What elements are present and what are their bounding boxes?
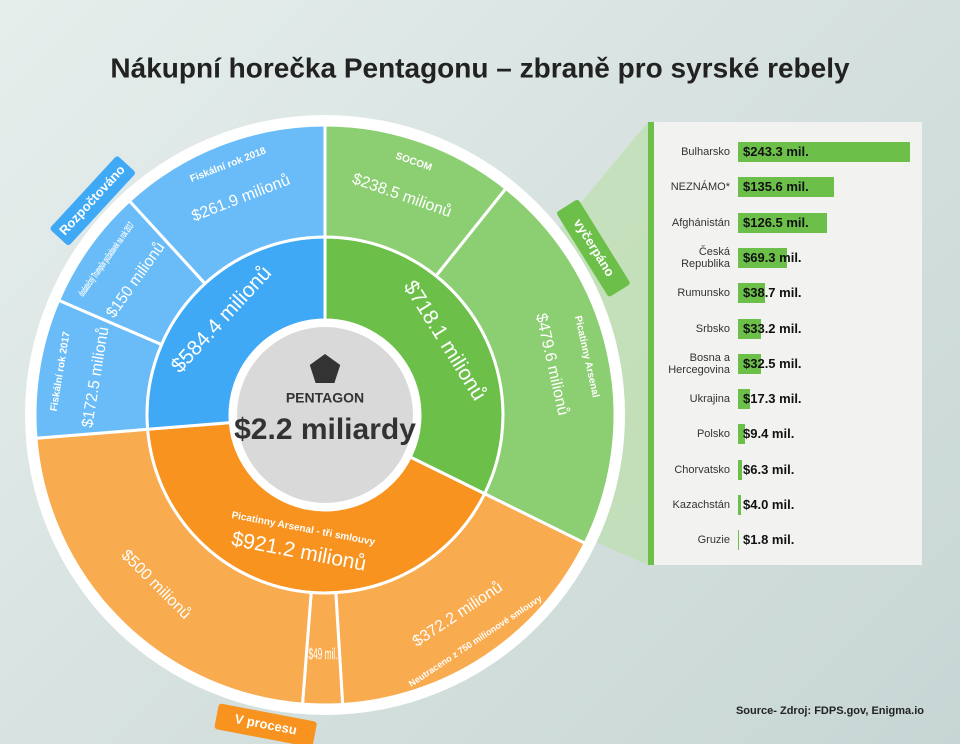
bar-row: Bosna a Hercegovina $32.5 mil. [654,349,922,379]
category-label: Polsko [696,428,730,441]
category-label: Srbsko [695,322,730,335]
bar [738,283,766,304]
value-label: $6.3 mil. [743,461,795,477]
bar-row: Afghánistán $126.5 mil. [654,208,922,238]
bar [738,177,834,198]
category-label: Bosna a Hercegovina [668,351,730,376]
bar [738,459,743,480]
bar-row: Bulharsko $243.3 mil. [654,137,922,167]
bar [738,353,761,374]
bar [738,530,740,551]
bar-row: Srbsko $33.2 mil. [654,314,922,344]
value-label: $32.5 mil. [743,355,802,371]
bar-row: Česká Republika $69.3 mil. [654,243,922,273]
bar-row: NEZNÁMO* $135.6 mil. [654,172,922,202]
bar-row: Ukrajina $17.3 mil. [654,384,922,414]
bar [738,318,762,339]
category-label: Rumunsko [677,287,730,300]
source: Source- Zdroj: FDPS.gov, Enigma.io [736,705,924,717]
bar-row: Polsko $9.4 mil. [654,419,922,449]
bar-row: Gruzie $1.8 mil. [654,525,922,555]
center-label: PENTAGON [286,390,364,406]
category-label: Ukrajina [689,393,730,406]
group-tag [214,703,317,744]
chart-title: Nákupní horečka Pentagonu – zbraně pro s… [110,52,850,83]
bar [738,212,828,233]
bar [738,142,910,162]
value-label: $38.7 mil. [743,285,802,301]
bar [738,495,741,515]
segment-value: $49 mil. [308,646,337,663]
pentagon-icon [309,354,341,383]
category-label: Bulharsko [681,146,730,158]
category-label: Česká Republika [681,245,730,270]
category-label: Kazachstán [672,499,730,511]
value-label: $1.8 mil. [743,532,795,548]
outer-segment [334,491,588,707]
value-label: $17.3 mil. [743,391,802,407]
bar [738,389,751,410]
value-label: $126.5 mil. [743,214,809,230]
bar-row: Rumunsko $38.7 mil. [654,278,922,308]
bar [738,424,745,445]
bar [738,247,787,268]
value-label: $135.6 mil. [743,179,809,195]
value-label: $33.2 mil. [743,320,802,336]
value-label: $9.4 mil. [743,426,795,442]
bar-panel: Bulharsko $243.3 mil. NEZNÁMO* $135.6 mil. A… [648,122,922,565]
category-label: Gruzie [697,534,730,547]
center [237,327,413,503]
group-tag [557,199,630,297]
outer-segment [127,123,327,286]
bar-row: Kazachstán $4.0 mil. [654,490,922,520]
category-label: Chorvatsko [674,463,730,476]
outer-segment [34,427,313,706]
group-tag [50,156,135,246]
value-label: $4.0 mil. [743,497,795,512]
value-label: $243.3 mil. [743,144,809,159]
center-total: $2.2 miliardy [234,413,416,446]
category-label: NEZNÁMO* [670,181,730,194]
value-label: $69.3 mil. [743,249,802,265]
bar-row: Chorvatsko $6.3 mil. [654,455,922,485]
outer-segment [433,186,617,546]
category-label: Afghánistán [671,216,730,229]
